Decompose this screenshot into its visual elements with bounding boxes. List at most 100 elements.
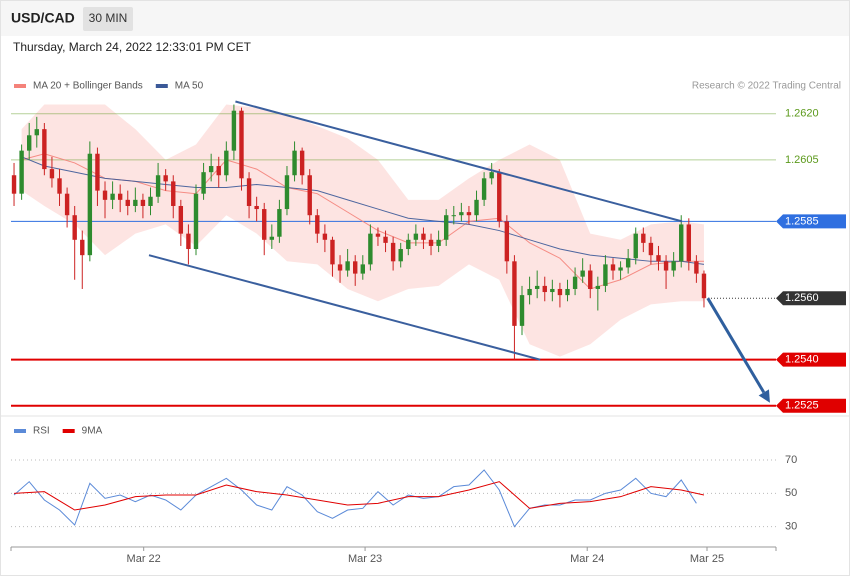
candle-body bbox=[648, 242, 654, 256]
legend-swatch bbox=[62, 429, 75, 433]
candle-body bbox=[148, 196, 153, 206]
candle-body bbox=[701, 273, 707, 299]
candle-body bbox=[42, 129, 47, 170]
candle-body bbox=[641, 233, 646, 243]
candle-body bbox=[443, 215, 449, 240]
candle-body bbox=[87, 153, 93, 256]
candle-body bbox=[633, 233, 638, 259]
candle-body bbox=[277, 209, 282, 237]
candle-body bbox=[451, 215, 456, 217]
candle-body bbox=[375, 233, 381, 237]
candle-body bbox=[49, 169, 55, 179]
candle-body bbox=[178, 205, 184, 234]
candle-body bbox=[565, 288, 570, 296]
candle-body bbox=[26, 135, 32, 151]
candle-body bbox=[345, 261, 350, 271]
x-tick-label: Mar 22 bbox=[127, 553, 161, 565]
candle-body bbox=[246, 178, 252, 206]
candle-body bbox=[466, 212, 472, 216]
candle-body bbox=[163, 175, 168, 182]
candle-body bbox=[686, 224, 692, 262]
candle-body bbox=[595, 285, 601, 289]
candle-body bbox=[656, 255, 661, 262]
candle-body bbox=[679, 224, 684, 262]
candle-body bbox=[133, 199, 138, 206]
legend-label: 9MA bbox=[82, 426, 103, 437]
candle-body bbox=[413, 233, 419, 240]
candle-body bbox=[610, 264, 616, 271]
symbol: USD/CAD bbox=[11, 10, 75, 26]
timeframe: 30 MIN bbox=[89, 11, 128, 25]
candle-body bbox=[80, 239, 85, 256]
candle-body bbox=[534, 285, 540, 289]
candle-body bbox=[519, 295, 525, 326]
candle-body bbox=[360, 264, 365, 274]
candle-body bbox=[254, 205, 259, 210]
candle-body bbox=[489, 172, 494, 179]
candle-body bbox=[110, 193, 115, 200]
x-tick-label: Mar 25 bbox=[690, 553, 724, 565]
candle-body bbox=[284, 175, 290, 210]
candle-body bbox=[193, 193, 199, 250]
candle-body bbox=[95, 153, 100, 191]
candle-body bbox=[322, 233, 328, 240]
candle-body bbox=[155, 175, 161, 197]
candle-body bbox=[19, 150, 24, 194]
candle-body bbox=[307, 175, 312, 216]
legend-label: MA 20 + Bollinger Bands bbox=[33, 81, 143, 92]
candle-body bbox=[208, 166, 214, 173]
candle-body bbox=[315, 215, 320, 234]
candle-body bbox=[330, 239, 335, 265]
candle-body bbox=[572, 276, 578, 289]
y-tick-label: 30 bbox=[785, 521, 797, 533]
price-tag-label: 1.2540 bbox=[785, 354, 819, 366]
candle-body bbox=[550, 288, 555, 293]
candle-body bbox=[603, 264, 608, 286]
bollinger-band bbox=[21, 104, 704, 357]
forecast-arrow bbox=[706, 297, 766, 394]
candle-body bbox=[542, 285, 547, 293]
candle-body bbox=[171, 181, 176, 206]
header-bar bbox=[1, 1, 849, 36]
source: Research © 2022 Trading Central bbox=[692, 81, 841, 92]
candle-body bbox=[588, 270, 593, 289]
candle-body bbox=[117, 193, 123, 200]
x-tick-label: Mar 24 bbox=[570, 553, 604, 565]
candle-body bbox=[239, 110, 244, 179]
candle-body bbox=[398, 249, 403, 262]
candle-body bbox=[125, 199, 130, 206]
y-tick-label: 70 bbox=[785, 454, 797, 466]
candle-body bbox=[231, 110, 237, 151]
candle-body bbox=[390, 242, 396, 262]
price-tag-label: 1.2525 bbox=[785, 400, 819, 412]
candle-body bbox=[497, 172, 502, 222]
candle-body bbox=[292, 150, 297, 176]
legend-swatch bbox=[14, 84, 26, 88]
x-tick-label: Mar 23 bbox=[348, 553, 382, 565]
candle-body bbox=[421, 233, 426, 240]
candle-body bbox=[663, 261, 669, 271]
legend-label: MA 50 bbox=[175, 81, 204, 92]
candle-body bbox=[11, 175, 17, 194]
candle-body bbox=[368, 233, 373, 265]
candle-body bbox=[504, 221, 510, 262]
timestamp: Thursday, March 24, 2022 12:33:01 PM CET bbox=[13, 40, 252, 54]
candle-body bbox=[557, 288, 563, 296]
candle-body bbox=[406, 239, 411, 250]
candle-body bbox=[625, 258, 631, 268]
level-label: 1.2605 bbox=[785, 154, 819, 166]
price-tag-label: 1.2560 bbox=[785, 292, 819, 304]
candle-body bbox=[64, 193, 70, 216]
candle-body bbox=[428, 239, 434, 246]
candle-body bbox=[474, 199, 479, 216]
indicator-line bbox=[14, 481, 705, 511]
candle-body bbox=[694, 261, 699, 274]
forecast-arrow-head bbox=[758, 389, 770, 403]
candle-body bbox=[57, 178, 62, 194]
candle-body bbox=[269, 236, 275, 240]
legend-swatch bbox=[155, 84, 168, 88]
candle-body bbox=[262, 209, 267, 240]
candle-body bbox=[34, 129, 39, 136]
